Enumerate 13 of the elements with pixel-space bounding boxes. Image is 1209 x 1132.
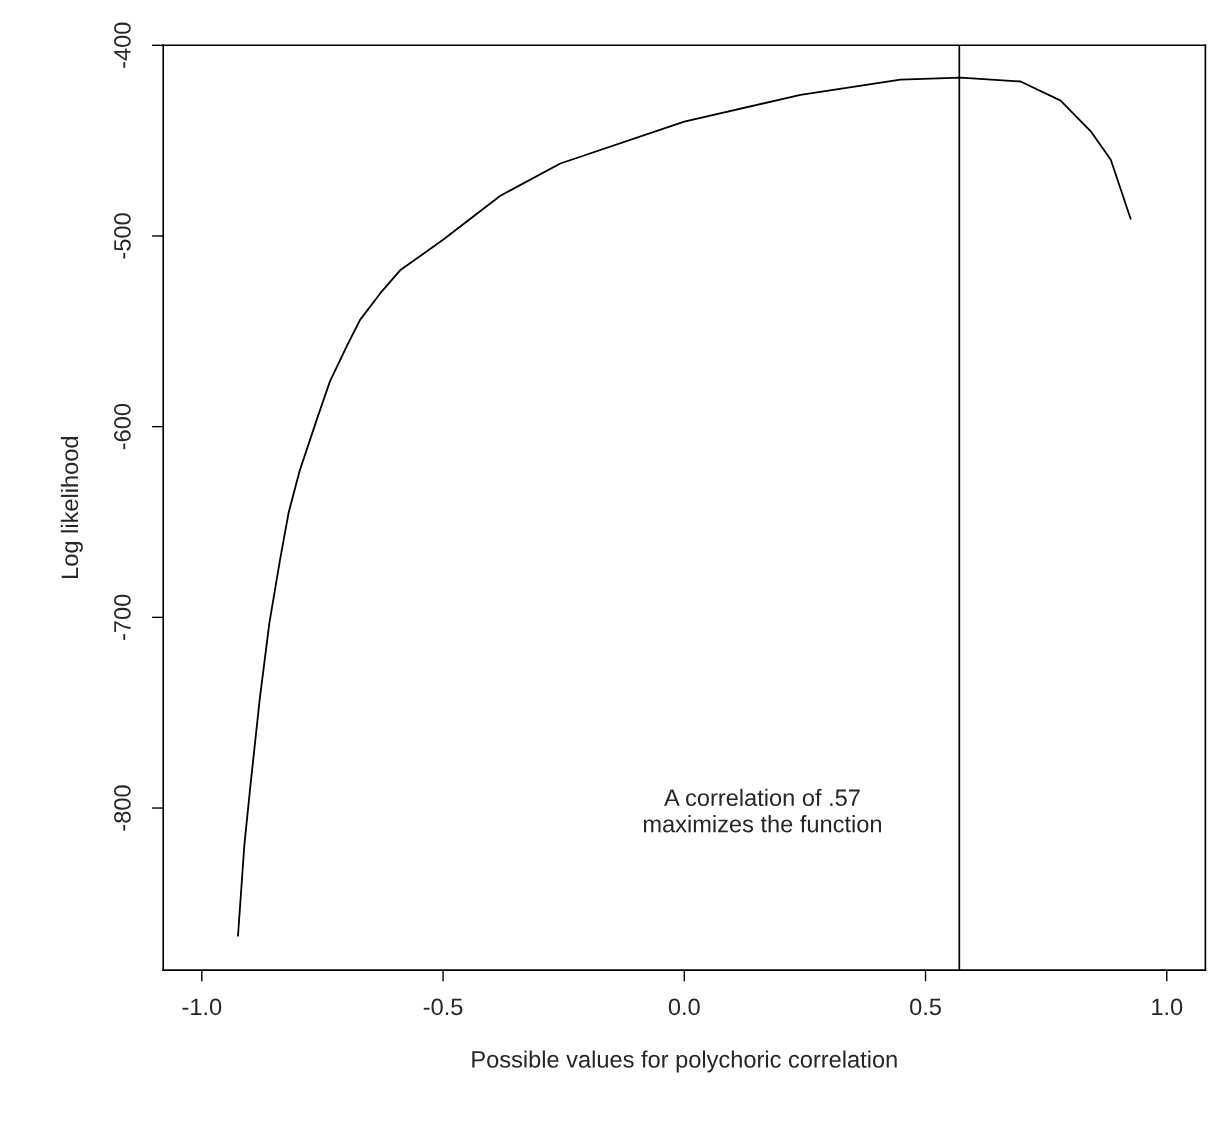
x-tick-label: 0.0 — [668, 998, 700, 1016]
x-tick-label: 1.0 — [1152, 998, 1183, 1016]
y-tick-label: -600 — [114, 403, 131, 450]
x-tick-label: 0.5 — [910, 998, 941, 1016]
x-tick-label: -0.5 — [423, 998, 463, 1016]
annotation: A correlation of .57 maximizes the function — [643, 788, 881, 833]
y-tick-label: -500 — [114, 213, 131, 259]
x-tick-label: -1.0 — [182, 998, 222, 1016]
x-axis-title: Possible values for polychoric correlation — [472, 1050, 897, 1073]
y-axis-title: Log likelihood — [60, 437, 83, 578]
y-tick-label: -800 — [114, 785, 131, 831]
y-tick-label: -400 — [114, 22, 131, 68]
y-tick-label: -700 — [114, 594, 131, 640]
